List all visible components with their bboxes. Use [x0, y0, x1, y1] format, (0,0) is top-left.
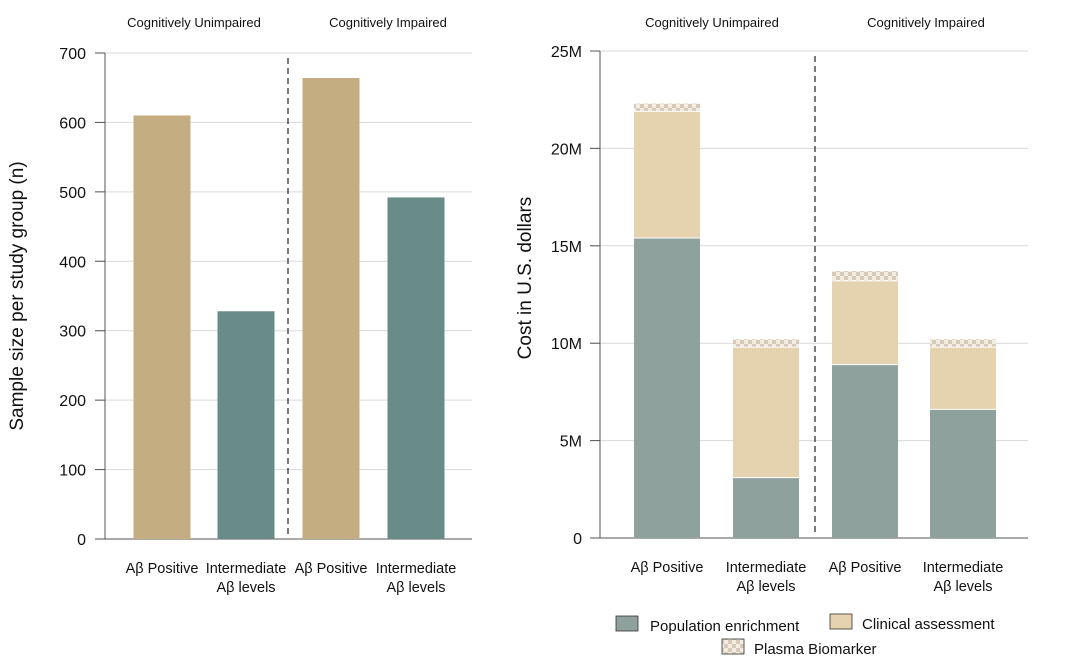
x-tick-label: Aβ levels: [736, 579, 795, 595]
legend-swatch: [829, 613, 853, 630]
x-tick-label: Intermediate: [726, 560, 807, 576]
x-tick-label: Aβ Positive: [829, 560, 902, 576]
bar-segment: [930, 339, 996, 348]
x-tick-label: Aβ levels: [216, 580, 275, 596]
y-axis-title: Cost in U.S. dollars: [515, 197, 536, 360]
legend-label: Plasma Biomarker: [754, 641, 877, 658]
y-axis-title: Sample size per study group (n): [7, 161, 28, 430]
bar-segment: [832, 364, 898, 538]
group-label: Cognitively Impaired: [329, 15, 447, 30]
bar-segment: [733, 477, 799, 538]
bar: [387, 197, 445, 539]
y-tick-label: 700: [59, 46, 86, 63]
legend-swatch: [615, 615, 639, 632]
x-tick-label: Intermediate: [923, 560, 1004, 576]
x-tick-label: Aβ Positive: [126, 561, 199, 577]
bar-segment: [832, 280, 898, 365]
y-tick-label: 10M: [551, 336, 582, 353]
y-tick-label: 600: [59, 115, 86, 132]
bar: [217, 311, 275, 539]
x-tick-label: Intermediate: [376, 561, 457, 577]
y-tick-label: 200: [59, 393, 86, 410]
x-tick-label: Aβ levels: [933, 579, 992, 595]
bar: [302, 77, 360, 539]
y-tick-label: 15M: [551, 239, 582, 256]
bar: [133, 115, 191, 539]
cost-chart: 0 5M 10M 15M 20M 25M Aβ Positive Intermediate Aβ…: [515, 15, 1028, 595]
y-tick-label: 0: [77, 532, 86, 549]
x-tick-label: Intermediate: [206, 561, 287, 577]
legend: Population enrichment Clinical assessment…: [615, 613, 995, 658]
y-tick-label: 300: [59, 324, 86, 341]
legend-swatch: [721, 638, 745, 655]
legend-label: Population enrichment: [650, 618, 800, 635]
bar-segment: [634, 238, 700, 538]
y-tick-label: 500: [59, 185, 86, 202]
legend-label: Clinical assessment: [862, 616, 995, 633]
y-tick-label: 25M: [551, 44, 582, 61]
bar-segment: [832, 271, 898, 281]
bar-segment: [634, 103, 700, 112]
bar-segment: [733, 347, 799, 478]
y-tick-label: 100: [59, 463, 86, 480]
bar-segment: [733, 339, 799, 348]
x-tick-label: Aβ Positive: [295, 561, 368, 577]
y-tick-label: 20M: [551, 141, 582, 158]
y-tick-label: 0: [573, 531, 582, 548]
group-label: Cognitively Unimpaired: [127, 15, 261, 30]
bar-segment: [930, 409, 996, 538]
sample-size-chart: 0 100 200 300 400 500 600 700 Aβ Positive Interme…: [7, 15, 472, 596]
x-tick-label: Aβ levels: [386, 580, 445, 596]
group-label: Cognitively Impaired: [867, 15, 985, 30]
group-label: Cognitively Unimpaired: [645, 15, 779, 30]
bar-segment: [634, 111, 700, 239]
y-tick-label: 5M: [560, 434, 582, 451]
x-tick-label: Aβ Positive: [631, 560, 704, 576]
bar-segment: [930, 347, 996, 410]
y-tick-label: 400: [59, 254, 86, 271]
